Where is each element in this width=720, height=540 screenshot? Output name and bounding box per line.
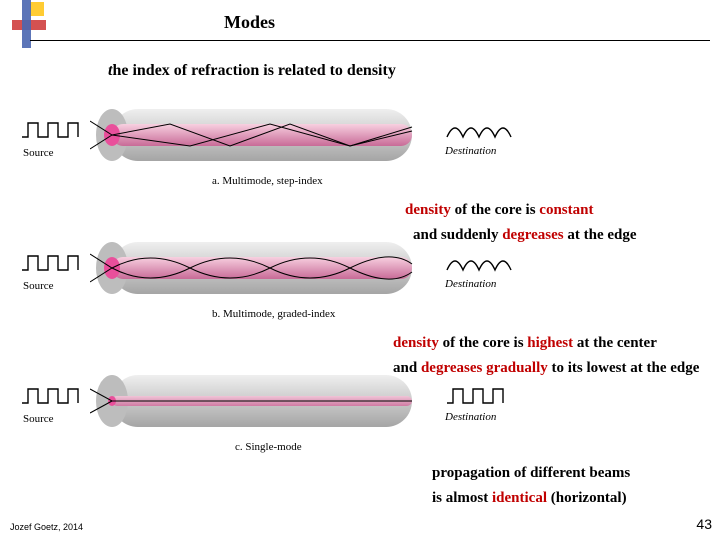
- anno-txt: at the edge: [564, 227, 637, 243]
- fiber-graded-index: [90, 236, 430, 311]
- anno-txt: of the core is: [451, 202, 539, 218]
- anno-txt: to its lowest at the edge: [548, 360, 700, 376]
- kw-highest: highest: [527, 335, 573, 351]
- kw-degreases: degreases: [502, 227, 563, 243]
- dest-signal-icon: [445, 250, 519, 281]
- mode-row-single-mode: Source Destination c. Single-mode: [0, 361, 560, 476]
- source-signal-icon: [20, 250, 82, 281]
- annotation-single-mode: propagation of different beams is almost…: [432, 465, 630, 507]
- anno-line1: density of the core is highest at the ce…: [393, 335, 699, 352]
- caption-c: c. Single-mode: [235, 441, 302, 453]
- slide-title: Modes: [224, 12, 275, 33]
- anno-txt: of the core is: [439, 335, 527, 351]
- title-underline: [30, 40, 710, 41]
- diagram-area: Source Destination a. Multimode, step-in…: [0, 95, 560, 476]
- anno-txt: (horizontal): [547, 490, 627, 506]
- slide-logo: [12, 0, 60, 53]
- fiber-step-index: [90, 103, 430, 178]
- mode-row-step-index: Source Destination a. Multimode, step-in…: [0, 95, 560, 210]
- anno-txt: at the center: [573, 335, 657, 351]
- anno-txt: and suddenly: [413, 227, 502, 243]
- kw-density: density: [405, 202, 451, 218]
- annotation-step-index: density of the core is constant and sudd…: [405, 202, 637, 244]
- fiber-single-mode: [90, 369, 430, 444]
- kw-degreases-gradually: degreases gradually: [421, 360, 548, 376]
- anno-txt: is almost: [432, 490, 492, 506]
- caption-b: b. Multimode, graded-index: [212, 308, 335, 320]
- annotation-graded-index: density of the core is highest at the ce…: [393, 335, 699, 377]
- page-number: 43: [696, 516, 712, 532]
- footer-author: Jozef Goetz, 2014: [10, 522, 83, 532]
- anno-line2: and degreases gradually to its lowest at…: [393, 360, 699, 377]
- source-label: Source: [23, 413, 54, 425]
- anno-line2: is almost identical (horizontal): [432, 490, 630, 507]
- source-label: Source: [23, 280, 54, 292]
- kw-identical: identical: [492, 490, 547, 506]
- source-label: Source: [23, 147, 54, 159]
- mode-row-graded-index: Source Destination b. Multimode, graded-…: [0, 228, 560, 343]
- kw-constant: constant: [539, 202, 593, 218]
- subtitle-rest: he index of refraction is related to den…: [112, 62, 395, 79]
- anno-txt: propagation of different beams: [432, 465, 630, 481]
- dest-label: Destination: [445, 145, 496, 157]
- kw-density: density: [393, 335, 439, 351]
- dest-label: Destination: [445, 278, 496, 290]
- anno-line1: density of the core is constant: [405, 202, 637, 219]
- anno-txt: and: [393, 360, 421, 376]
- subtitle: the index of refraction is related to de…: [108, 62, 396, 80]
- caption-a: a. Multimode, step-index: [212, 175, 323, 187]
- dest-signal-icon: [445, 117, 519, 148]
- anno-line1: propagation of different beams: [432, 465, 630, 482]
- dest-label: Destination: [445, 411, 496, 423]
- source-signal-icon: [20, 117, 82, 148]
- dest-signal-icon: [445, 383, 507, 414]
- anno-line2: and suddenly degreases at the edge: [413, 227, 637, 244]
- source-signal-icon: [20, 383, 82, 414]
